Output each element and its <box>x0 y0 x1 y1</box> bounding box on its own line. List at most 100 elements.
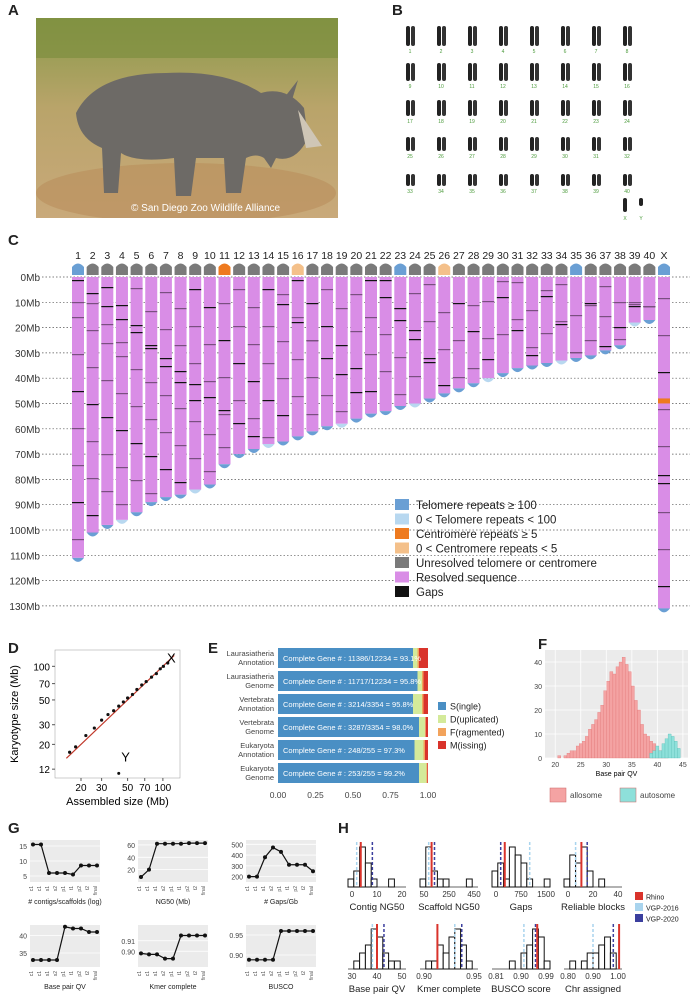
plot-area <box>138 840 208 882</box>
telomere-end <box>115 519 128 524</box>
gap-band <box>306 303 319 305</box>
gap-band <box>321 326 334 328</box>
x-tick-label: s2 <box>53 971 59 977</box>
x-tick-label: c1 <box>245 971 251 977</box>
chromosome-label: 15 <box>277 250 289 262</box>
axis-tick-label: 30Mb <box>15 349 40 360</box>
gap-band <box>72 302 84 304</box>
gap-band <box>452 377 465 379</box>
karyotype-number: 7 <box>595 49 598 55</box>
chromosome-label: 11 <box>219 250 230 262</box>
gap-band <box>482 301 495 303</box>
legend-swatch <box>549 787 567 803</box>
gap-band <box>452 340 465 342</box>
data-point <box>121 700 125 704</box>
telomere-cap <box>115 263 128 275</box>
chromatid <box>628 100 632 116</box>
gap-band <box>189 326 202 328</box>
y-tick-label: 20 <box>39 740 51 751</box>
plot-title: NG50 (Mb) <box>156 899 191 906</box>
x-tick-label: 0 <box>566 890 571 899</box>
plot-title: Kmer complete <box>149 984 196 991</box>
chromatid <box>561 63 565 81</box>
x-tick-label: final <box>309 886 315 895</box>
chromatid <box>437 137 441 151</box>
gap-band <box>86 367 99 369</box>
gap-band <box>306 377 319 379</box>
x-tick-label: 450 <box>467 890 481 899</box>
chromatid <box>499 174 503 186</box>
gap-band <box>101 491 114 493</box>
chromosome-label: 23 <box>394 250 406 262</box>
panel-label-e: E <box>208 640 219 657</box>
panel-label-a: A <box>8 2 19 19</box>
chromatid <box>473 137 477 151</box>
gap-band <box>174 408 187 410</box>
panel-label-c: C <box>8 232 19 249</box>
telomere-cap <box>482 263 495 275</box>
y-tick-label: 15 <box>19 844 27 851</box>
busco-segment <box>278 717 419 737</box>
gap-band <box>365 317 377 319</box>
chromatid <box>566 63 570 81</box>
series-point <box>171 956 175 961</box>
x-tick-label: c1 <box>137 886 143 892</box>
x-tick-label: 30 <box>348 972 357 981</box>
telomere-cap <box>86 263 99 275</box>
y-tick-label: 5 <box>23 874 27 881</box>
chromatid <box>530 63 534 81</box>
gap-band <box>159 395 172 397</box>
gap-band <box>218 414 231 416</box>
gap-band <box>145 419 158 421</box>
histogram-bar <box>465 878 473 888</box>
chromosome-bar <box>614 277 627 346</box>
histogram-bar <box>592 952 600 970</box>
chromatid <box>437 26 441 46</box>
legend-label: 0 < Telomere repeats < 100 <box>416 515 556 527</box>
telomere-cap <box>233 263 246 275</box>
chromosome-bar <box>203 277 216 485</box>
telomere-end <box>189 489 202 494</box>
gap-band <box>86 303 99 305</box>
karyotype-number: 9 <box>409 84 412 90</box>
legend-label: allosome <box>570 791 603 800</box>
telomere-cap <box>159 263 172 275</box>
x-tick-label: s2 <box>269 886 275 892</box>
gap-band <box>130 406 143 408</box>
telomere-cap <box>130 263 143 275</box>
histogram-bar <box>661 743 666 759</box>
telomere-cap <box>658 263 670 275</box>
gap-band <box>614 327 627 329</box>
telomere-end <box>101 524 114 529</box>
plot-title: # Gaps/Gb <box>264 899 298 906</box>
chromosome-bar <box>570 277 583 358</box>
x-tick-label: t1 <box>285 886 291 890</box>
plot-title: BUSCO <box>269 984 294 991</box>
gap-band <box>306 340 319 342</box>
x-tick-label: 0.95 <box>466 972 482 981</box>
chromosome-label: 2 <box>90 250 96 262</box>
x-annotation: X <box>167 650 176 665</box>
chromatid <box>623 100 627 116</box>
gap-band <box>467 368 480 370</box>
series-point <box>95 863 99 868</box>
chromatid <box>411 174 415 186</box>
legend-swatch <box>395 586 409 597</box>
busco-text: Complete Gene # : 248/255 = 97.3% <box>283 746 405 755</box>
gap-band <box>233 363 246 365</box>
histogram-bar <box>576 745 580 759</box>
gap-band <box>247 436 260 438</box>
series-point <box>39 842 43 847</box>
chromosome-bar <box>247 277 260 450</box>
chromatid <box>592 100 596 116</box>
telomere-end <box>145 502 158 507</box>
telomere-cap <box>423 263 436 275</box>
gap-band <box>159 329 172 331</box>
legend-swatch <box>635 914 643 922</box>
series-point <box>195 841 199 846</box>
karyotype-number: 13 <box>531 84 537 90</box>
gap-band <box>203 434 216 436</box>
busco-segment <box>425 717 426 737</box>
gap-band <box>599 286 612 288</box>
telomere-cap <box>526 263 539 275</box>
